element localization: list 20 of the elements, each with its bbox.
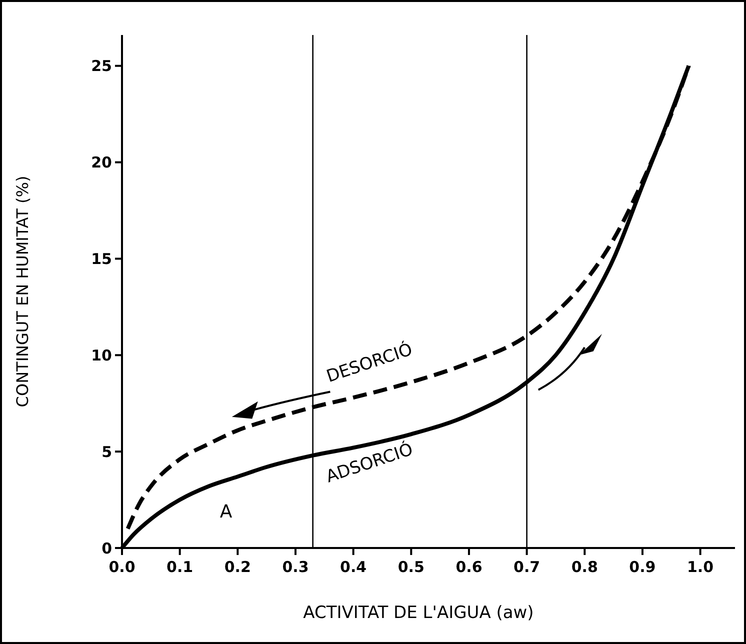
y-axis-title: CONTINGUT EN HUMITAT (%) — [13, 176, 32, 408]
x-axis-title: ACTIVITAT DE L'AIGUA (aw) — [303, 603, 534, 623]
x-tick-label: 0.9 — [629, 558, 656, 576]
x-tick-label: 0.0 — [108, 558, 136, 576]
y-tick-label: 20 — [91, 154, 112, 172]
x-tick-label: 0.4 — [340, 558, 367, 576]
x-tick-label: 0.1 — [166, 558, 194, 576]
x-tick-label: 1.0 — [687, 558, 714, 576]
x-tick-label: 0.5 — [398, 558, 424, 576]
x-tick-label: 0.7 — [514, 558, 540, 576]
x-tick-label: 0.8 — [571, 558, 598, 576]
x-tick-label: 0.2 — [224, 558, 251, 576]
y-tick-label: 10 — [91, 346, 112, 364]
y-tick-label: 25 — [91, 57, 112, 76]
y-tick-label: 0 — [102, 539, 112, 558]
x-tick-label: 0.6 — [456, 558, 482, 576]
y-tick-label: 5 — [102, 442, 112, 461]
y-tick-label: 15 — [91, 250, 112, 268]
x-tick-label: 0.3 — [282, 558, 309, 576]
annotation: A — [220, 502, 233, 523]
